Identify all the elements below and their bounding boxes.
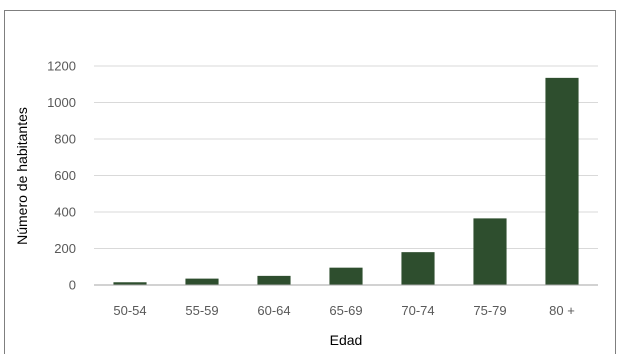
x-axis-title: Edad	[330, 332, 363, 348]
bar-65-69	[329, 267, 363, 285]
x-tick-label: 55-59	[185, 303, 218, 318]
x-tick-label: 60-64	[257, 303, 290, 318]
y-tick-label: 200	[54, 241, 76, 256]
x-tick-label: 50-54	[113, 303, 146, 318]
bar-80plus	[545, 77, 579, 285]
gridlines	[94, 65, 598, 249]
x-tick-label: 80 +	[549, 303, 575, 318]
y-axis-title: Número de habitantes	[14, 107, 30, 245]
y-tick-label: 1000	[47, 95, 76, 110]
y-tick-label: 800	[54, 132, 76, 147]
chart-frame	[4, 10, 616, 354]
x-tick-label: 65-69	[329, 303, 362, 318]
bar-75-79	[473, 218, 507, 285]
y-axis-ticks: 0 200 400 600 800 1000 1200	[47, 59, 76, 293]
bar-50-54	[113, 282, 147, 285]
bar-55-59	[185, 278, 219, 285]
y-tick-label: 400	[54, 205, 76, 220]
y-tick-label: 1200	[47, 59, 76, 74]
bar-70-74	[401, 252, 435, 285]
y-tick-label: 600	[54, 168, 76, 183]
bar-60-64	[257, 275, 291, 285]
y-tick-label: 0	[69, 278, 76, 293]
bars	[113, 77, 579, 285]
x-tick-label: 70-74	[401, 303, 434, 318]
x-tick-label: 75-79	[473, 303, 506, 318]
x-axis-ticks: 50-54 55-59 60-64 65-69 70-74 75-79 80 +	[113, 303, 574, 318]
